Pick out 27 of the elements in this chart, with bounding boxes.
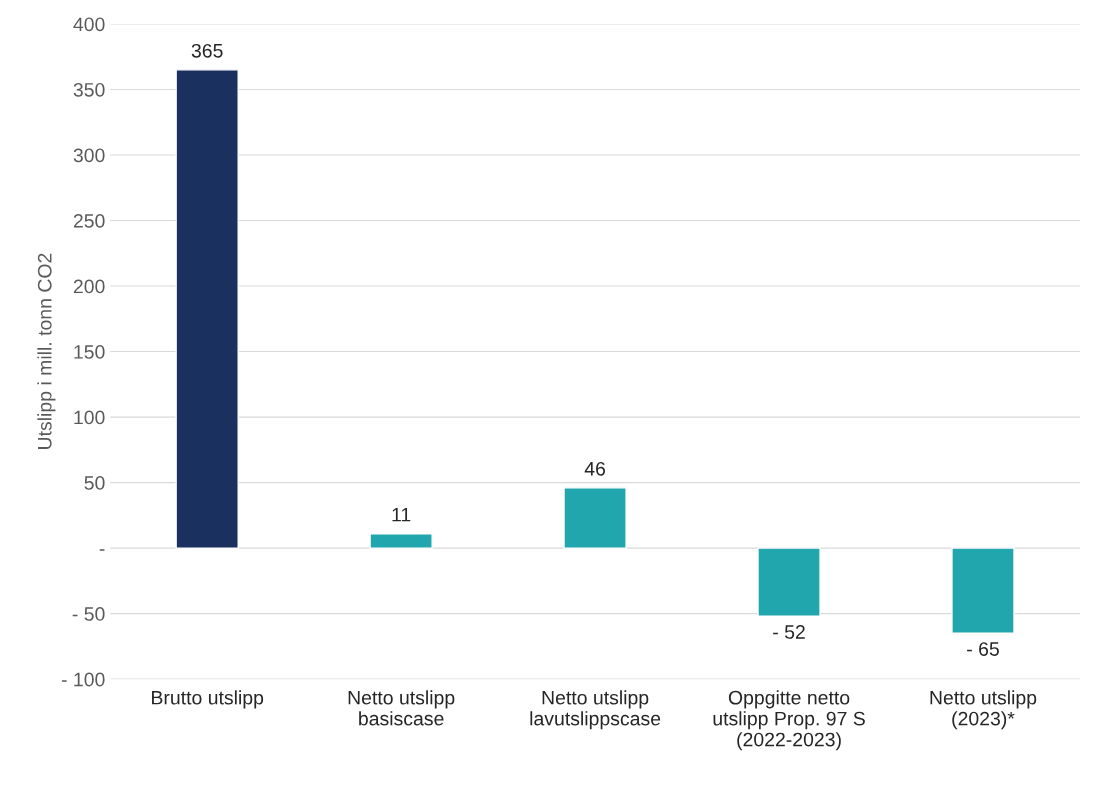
data-label: 365 <box>191 43 223 58</box>
y-tick-label: 200 <box>73 279 105 294</box>
y-tick-label: - 50 <box>72 607 105 621</box>
y-tick-label: - 100 <box>61 672 105 687</box>
y-tick-label: - <box>99 549 105 551</box>
y-tick-label: 150 <box>74 345 105 359</box>
data-label: - 52 <box>773 625 805 639</box>
bar <box>563 487 627 549</box>
x-tick-label: Netto utslipp (2023)* <box>930 690 1037 730</box>
y-tick-label: 350 <box>73 82 105 97</box>
y-tick-label: 100 <box>74 410 105 425</box>
data-label: 46 <box>584 461 606 476</box>
data-label: - 65 <box>967 642 999 656</box>
y-axis-title: Utslipp i mill. tonn CO2 <box>37 253 56 449</box>
bar <box>369 533 433 549</box>
y-tick-label: 250 <box>73 213 105 228</box>
y-tick-label: 50 <box>84 476 105 490</box>
y-tick-label: 400 <box>73 17 105 32</box>
x-tick-label: Netto utslipp basiscase <box>348 690 455 726</box>
bar <box>175 69 239 549</box>
x-tick-label: Netto utslipp lavutslippscase <box>530 690 661 730</box>
x-tick-label: Brutto utslipp <box>152 690 264 709</box>
bar <box>951 547 1015 634</box>
data-label: 11 <box>392 507 411 522</box>
x-tick-label: Oppgitte netto utslipp Prop. 97 S (2022-2023) <box>713 690 865 751</box>
bar <box>757 547 821 617</box>
y-tick-label: 300 <box>73 148 105 163</box>
